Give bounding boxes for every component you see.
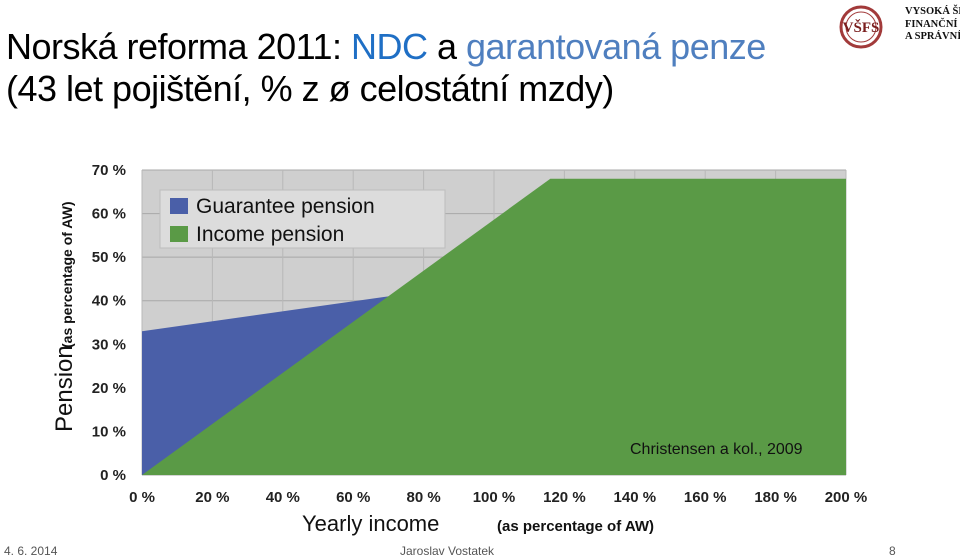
x-tick-label: 200 % — [825, 489, 868, 506]
x-tick-label: 20 % — [195, 489, 229, 506]
footer-author: Jaroslav Vostatek — [400, 544, 495, 558]
logo-line-3: A SPRÁVNÍ — [905, 31, 960, 42]
x-tick-label: 140 % — [614, 489, 657, 506]
title-line-1: Norská reforma 2011: NDC a garantovaná p… — [6, 26, 766, 68]
x-tick-label: 180 % — [754, 489, 797, 506]
title-guarantee: garantovaná penze — [466, 26, 766, 67]
x-tick-label: 120 % — [543, 489, 586, 506]
legend: Guarantee pension Income pension — [159, 189, 446, 249]
legend-label: Income pension — [196, 223, 344, 246]
y-tick-labels: 0 % 10 % 20 % 30 % 40 % 50 % 60 % 70 % — [92, 162, 126, 484]
y-tick-label: 40 % — [92, 293, 126, 310]
footer-date: 4. 6. 2014 — [4, 544, 58, 558]
legend-swatch — [170, 198, 188, 214]
x-tick-label: 80 % — [406, 489, 440, 506]
y-axis-label-suffix: (as percentage of AW) — [59, 201, 75, 348]
y-tick-label: 50 % — [92, 249, 126, 266]
y-tick-label: 60 % — [92, 206, 126, 223]
footer-page-number: 8 — [889, 544, 896, 558]
y-tick-label: 0 % — [100, 467, 126, 484]
area-income-pension — [142, 178, 846, 475]
x-tick-labels: 0 % 20 % 40 % 60 % 80 % 100 % 120 % 140 % 160 % 1… — [129, 489, 867, 506]
school-logo-icon: VŠFS — [839, 5, 883, 49]
logo-line-1: VYSOKÁ ŠKOLA — [905, 6, 960, 17]
y-axis-label: Pension — [51, 345, 78, 432]
chart-areas — [142, 178, 846, 475]
y-tick-label: 10 % — [92, 423, 126, 440]
legend-swatch — [170, 226, 188, 242]
axis-labels: Yearly income (as percentage of AW)Pensio… — [51, 201, 654, 536]
page-title: Norská reforma 2011: NDC a garantovaná p… — [6, 26, 766, 110]
x-tick-label: 0 % — [129, 489, 155, 506]
y-tick-label: 30 % — [92, 336, 126, 353]
y-tick-label: 20 % — [92, 380, 126, 397]
x-axis-label-suffix: (as percentage of AW) — [497, 518, 654, 535]
x-tick-label: 160 % — [684, 489, 727, 506]
logo-text: VYSOKÁ ŠKOLA FINANČNÍ A SPRÁVNÍ — [905, 6, 960, 44]
title-text: Norská reforma 2011: — [6, 26, 351, 67]
logo-monogram: VŠFS — [843, 19, 880, 36]
x-tick-label: 100 % — [473, 489, 516, 506]
x-tick-label: 60 % — [336, 489, 370, 506]
legend-box — [159, 189, 446, 249]
y-tick-label: 70 % — [92, 162, 126, 179]
title-conjunction: a — [427, 26, 467, 67]
title-ndc: NDC — [350, 26, 428, 67]
title-line-2: (43 let pojištění, % z ø celostátní mzdy… — [6, 68, 614, 109]
citation: Christensen a kol., 2009 — [630, 441, 803, 458]
x-axis-label: Yearly income — [302, 511, 439, 536]
legend-label: Guarantee pension — [196, 195, 375, 218]
logo-line-2: FINANČNÍ — [905, 18, 958, 30]
x-tick-label: 40 % — [266, 489, 300, 506]
